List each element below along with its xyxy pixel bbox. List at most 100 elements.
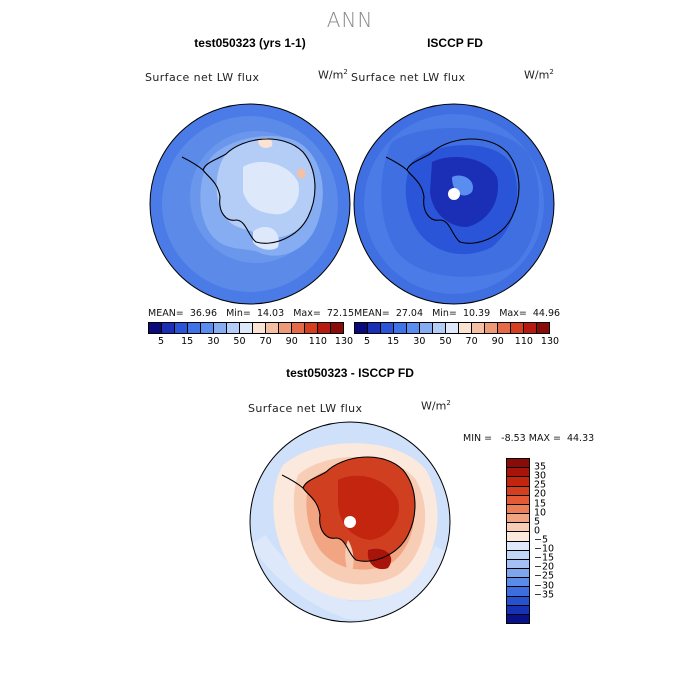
colorbar-swatch — [227, 323, 240, 333]
colorbar-label: −25 — [534, 570, 555, 582]
colorbar-swatch — [507, 578, 529, 588]
diff-stats: MIN = -8.53 MAX = 44.33 — [463, 433, 595, 444]
colorbar-labels: 5 15 30 50 70 90 110 130 — [148, 334, 353, 347]
colorbar-label: 15 — [181, 336, 194, 347]
colorbar-swatch — [507, 514, 529, 524]
colorbar-swatch — [537, 323, 549, 333]
colorbar-swatch — [511, 323, 524, 333]
colorbar-swatch — [507, 559, 529, 570]
colorbar-label: −35 — [534, 589, 555, 601]
colorbar-swatch — [292, 323, 305, 333]
colorbar-swatch — [507, 587, 529, 597]
colorbar-label: 70 — [259, 336, 272, 347]
colorbar-swatch — [188, 323, 201, 333]
colorbar-swatch — [507, 468, 529, 478]
colorbar-label: 30 — [413, 336, 426, 347]
colorbar-swatch — [498, 323, 511, 333]
colorbar-swatch — [507, 596, 529, 606]
obs-polar-map — [353, 103, 555, 305]
colorbar-swatch — [459, 323, 472, 333]
colorbar-swatch — [318, 323, 331, 333]
colorbar-swatch — [381, 323, 394, 333]
colorbar-swatch — [355, 323, 368, 333]
colorbar-label: 110 — [514, 336, 533, 347]
colorbar-label: 15 — [387, 336, 400, 347]
colorbar-swatch — [507, 486, 529, 496]
colorbar-swatch — [507, 495, 529, 505]
abs-colorbar-1: 5 15 30 50 70 90 110 130 — [148, 322, 353, 347]
colorbar-label: 20 — [534, 488, 547, 500]
colorbar-label: 5 — [364, 336, 371, 347]
colorbar-swatch — [524, 323, 537, 333]
colorbar-label: 110 — [308, 336, 327, 347]
colorbar-swatch — [507, 614, 529, 624]
colorbar-swatch — [266, 323, 279, 333]
colorbar-swatch — [507, 459, 529, 469]
colorbar-label: 0 — [534, 525, 541, 537]
colorbar-swatch — [507, 504, 529, 515]
colorbar-label: 90 — [491, 336, 504, 347]
colorbar-swatch — [394, 323, 407, 333]
diff-polar-map — [249, 421, 451, 623]
colorbar-label: −15 — [534, 552, 555, 564]
colorbar-label: −30 — [534, 580, 555, 592]
colorbar-label: 50 — [233, 336, 246, 347]
colorbar-swatches — [354, 322, 550, 334]
colorbar-swatch — [507, 605, 529, 615]
colorbar-swatch — [507, 541, 529, 551]
colorbar-swatch — [472, 323, 485, 333]
colorbar-label: 5 — [534, 516, 541, 528]
panel-1-title: test050323 (yrs 1-1) — [194, 36, 306, 50]
colorbar-label: 90 — [285, 336, 298, 347]
colorbar-swatch — [214, 323, 227, 333]
colorbar-label: −10 — [534, 543, 555, 555]
panel-2-variable: Surface net LW flux — [351, 71, 466, 84]
colorbar-label: 35 — [534, 461, 547, 473]
colorbar-swatch — [368, 323, 381, 333]
colorbar-label: 10 — [534, 507, 547, 519]
diff-colorbar — [506, 458, 530, 624]
colorbar-swatch — [507, 477, 529, 487]
colorbar-label: −20 — [534, 561, 555, 573]
colorbar-swatch — [407, 323, 420, 333]
colorbar-swatch — [507, 532, 529, 542]
colorbar-label: 70 — [465, 336, 478, 347]
colorbar-swatch — [507, 550, 529, 560]
colorbar-swatch — [507, 569, 529, 579]
colorbar-swatch — [485, 323, 498, 333]
colorbar-label: 30 — [207, 336, 220, 347]
diff-colorbar-labels: 35 30 25 20 15 10 5 0 −5 −10 −15 −20 −25 −30 −35 — [534, 458, 574, 622]
colorbar-label: 15 — [534, 498, 547, 510]
season-title: ANN — [326, 8, 374, 32]
panel-2-units: W/m2 — [524, 68, 554, 82]
diff-units: W/m2 — [421, 399, 451, 413]
colorbar-swatch — [305, 323, 318, 333]
colorbar-label: 25 — [534, 479, 547, 491]
colorbar-swatch — [162, 323, 175, 333]
diff-variable: Surface net LW flux — [248, 402, 363, 415]
colorbar-label: 130 — [334, 336, 354, 347]
colorbar-label: 30 — [534, 470, 547, 482]
colorbar-swatch — [279, 323, 292, 333]
colorbar-swatch — [253, 323, 266, 333]
colorbar-swatch — [240, 323, 253, 333]
panel-1-stats: MEAN= 36.96 Min= 14.03 Max= 72.15 — [148, 308, 355, 319]
colorbar-label: 130 — [540, 336, 560, 347]
colorbar-swatch — [175, 323, 188, 333]
colorbar-swatch — [149, 323, 162, 333]
colorbar-swatch — [446, 323, 459, 333]
colorbar-swatch — [507, 523, 529, 533]
colorbar-swatch — [420, 323, 433, 333]
colorbar-swatches — [148, 322, 344, 334]
colorbar-swatch — [331, 323, 343, 333]
colorbar-swatch — [201, 323, 214, 333]
panel-1-units: W/m2 — [318, 68, 348, 82]
model-polar-map — [149, 103, 351, 305]
colorbar-swatch — [433, 323, 446, 333]
diff-title: test050323 - ISCCP FD — [286, 366, 414, 380]
colorbar-label: −5 — [534, 534, 549, 546]
abs-colorbar-2: 5 15 30 50 70 90 110 130 — [354, 322, 559, 347]
panel-2-title: ISCCP FD — [427, 36, 483, 50]
colorbar-labels: 5 15 30 50 70 90 110 130 — [354, 334, 559, 347]
panel-1-variable: Surface net LW flux — [145, 71, 260, 84]
